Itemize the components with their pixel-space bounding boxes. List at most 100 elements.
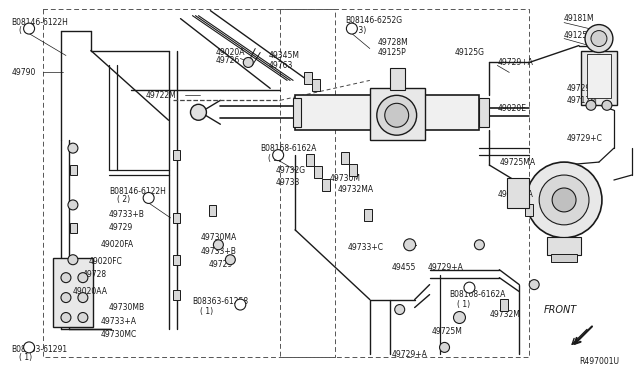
Text: 49020E: 49020E bbox=[497, 104, 526, 113]
Text: 49730MA: 49730MA bbox=[200, 233, 237, 242]
Text: 49733+C: 49733+C bbox=[348, 243, 384, 252]
Circle shape bbox=[143, 192, 154, 203]
Text: 49730M: 49730M bbox=[330, 173, 361, 183]
Circle shape bbox=[395, 305, 404, 314]
Bar bbox=[587, 54, 611, 98]
Bar bbox=[304, 73, 312, 84]
Circle shape bbox=[474, 240, 484, 250]
Text: 49020A: 49020A bbox=[216, 48, 245, 57]
Circle shape bbox=[377, 95, 417, 135]
Circle shape bbox=[191, 104, 207, 120]
Text: 49125G: 49125G bbox=[454, 48, 484, 57]
Circle shape bbox=[385, 103, 409, 127]
Circle shape bbox=[591, 31, 607, 46]
Text: 49020FC: 49020FC bbox=[89, 257, 123, 266]
Text: 49455: 49455 bbox=[392, 263, 416, 272]
Text: ( 1): ( 1) bbox=[19, 353, 32, 362]
Circle shape bbox=[68, 200, 78, 210]
Circle shape bbox=[61, 293, 71, 302]
Bar bbox=[500, 299, 508, 311]
Bar bbox=[479, 98, 490, 127]
Circle shape bbox=[61, 273, 71, 283]
Circle shape bbox=[61, 312, 71, 323]
Bar bbox=[525, 204, 533, 216]
Text: 49732M: 49732M bbox=[490, 310, 520, 319]
Text: 49020FA: 49020FA bbox=[101, 240, 134, 249]
Text: ( 2): ( 2) bbox=[116, 195, 130, 205]
Text: 49763: 49763 bbox=[268, 61, 292, 70]
Circle shape bbox=[213, 240, 223, 250]
Text: ( 1): ( 1) bbox=[200, 307, 214, 316]
Text: 49125P: 49125P bbox=[378, 48, 406, 57]
Bar bbox=[173, 213, 180, 223]
Circle shape bbox=[346, 23, 357, 34]
Text: 49729+A: 49729+A bbox=[392, 350, 428, 359]
Text: 49717M: 49717M bbox=[567, 96, 598, 105]
Text: ( 3): ( 3) bbox=[268, 154, 282, 163]
Text: 49729+C: 49729+C bbox=[567, 84, 603, 93]
Bar bbox=[341, 152, 349, 164]
Bar bbox=[306, 154, 314, 166]
Bar bbox=[70, 223, 77, 233]
Text: 49730MB: 49730MB bbox=[109, 303, 145, 312]
Bar bbox=[551, 254, 577, 262]
Text: 49125: 49125 bbox=[564, 31, 588, 40]
Text: B08363-61258: B08363-61258 bbox=[193, 297, 248, 306]
Text: B08168-6162A: B08168-6162A bbox=[260, 144, 317, 153]
Bar bbox=[390, 68, 404, 90]
Bar bbox=[173, 290, 180, 299]
Text: B08146-6122H: B08146-6122H bbox=[11, 18, 68, 27]
Circle shape bbox=[24, 23, 35, 34]
Text: B: B bbox=[238, 302, 243, 307]
Circle shape bbox=[273, 150, 284, 161]
Text: B: B bbox=[467, 285, 472, 290]
Circle shape bbox=[586, 100, 596, 110]
Circle shape bbox=[526, 162, 602, 238]
Text: 49733+A: 49733+A bbox=[101, 317, 137, 326]
Text: B08363-61291: B08363-61291 bbox=[11, 345, 67, 354]
Bar bbox=[173, 150, 180, 160]
Text: 49729+C: 49729+C bbox=[567, 134, 603, 143]
Bar bbox=[364, 209, 372, 221]
Bar bbox=[209, 205, 216, 216]
Text: 49728M: 49728M bbox=[378, 38, 408, 47]
Text: 49733: 49733 bbox=[275, 177, 300, 186]
Text: B: B bbox=[349, 26, 355, 31]
Text: 49730MC: 49730MC bbox=[101, 330, 137, 339]
Circle shape bbox=[440, 342, 449, 352]
Circle shape bbox=[68, 143, 78, 153]
Text: 49733+B: 49733+B bbox=[109, 211, 145, 219]
Text: B: B bbox=[276, 153, 280, 158]
Circle shape bbox=[552, 188, 576, 212]
Circle shape bbox=[225, 255, 236, 265]
Text: 49181M: 49181M bbox=[564, 14, 595, 23]
Text: ( 1): ( 1) bbox=[458, 300, 470, 309]
Bar bbox=[293, 98, 301, 127]
Bar bbox=[70, 165, 77, 175]
Text: R497001U: R497001U bbox=[579, 357, 619, 366]
Circle shape bbox=[454, 311, 465, 324]
Circle shape bbox=[404, 239, 415, 251]
Bar bbox=[295, 95, 479, 130]
Circle shape bbox=[78, 273, 88, 283]
Circle shape bbox=[78, 293, 88, 302]
Bar bbox=[312, 79, 320, 92]
Text: 49729: 49729 bbox=[209, 260, 233, 269]
Text: 49726: 49726 bbox=[216, 56, 239, 65]
Text: FRONT: FRONT bbox=[544, 305, 577, 315]
Bar bbox=[581, 51, 617, 105]
Bar bbox=[173, 255, 180, 265]
Text: 49790: 49790 bbox=[11, 68, 36, 77]
Circle shape bbox=[24, 342, 35, 353]
Bar bbox=[53, 258, 93, 327]
Circle shape bbox=[585, 25, 613, 52]
Bar bbox=[547, 237, 581, 255]
Text: 49728: 49728 bbox=[83, 270, 107, 279]
Circle shape bbox=[539, 175, 589, 225]
Text: B: B bbox=[27, 26, 31, 31]
Circle shape bbox=[68, 255, 78, 265]
Bar bbox=[370, 89, 424, 140]
Text: 49020AA: 49020AA bbox=[73, 287, 108, 296]
Bar bbox=[349, 164, 357, 176]
Bar bbox=[322, 179, 330, 191]
